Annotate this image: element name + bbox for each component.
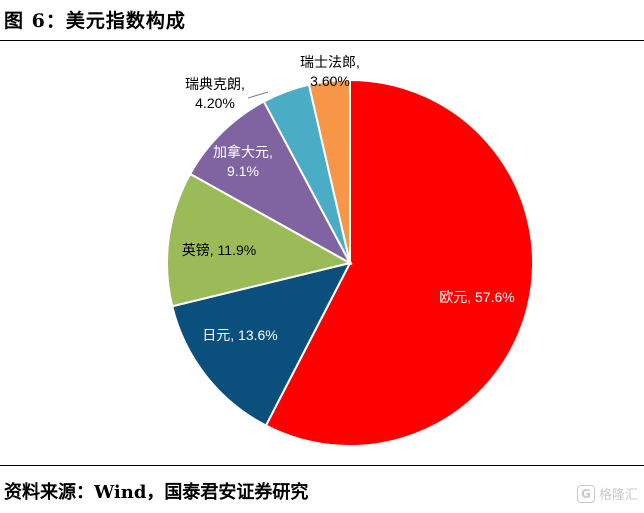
pie-slice-3 [188, 100, 353, 266]
top-rule [0, 40, 644, 41]
slice-label-1: 日元, 13.6% [202, 327, 277, 343]
slice-label-5: 瑞士法郎, 3.60% [300, 54, 360, 89]
pie-slice-1 [170, 261, 352, 427]
bottom-rule [0, 465, 644, 466]
source-note: 资料来源：Wind，国泰君安证券研究 [4, 482, 309, 503]
watermark-text: 格隆汇 [598, 488, 638, 503]
pie-chart: 欧元, 57.6% 日元, 13.6% 英镑, 11.9% 加拿大元, 9.1% 瑞典克朗… [166, 54, 534, 447]
slice-label-0: 欧元, 57.6% [439, 289, 514, 305]
watermark: G 格隆汇 [576, 484, 638, 503]
pie-slice-0 [264, 78, 534, 447]
pie-slice-2 [166, 172, 353, 308]
figure-title: 图 6：美元指数构成 [4, 10, 186, 32]
slice-label-2: 英镑, 11.9% [182, 242, 256, 258]
slice-label-4: 瑞典克朗, 4.20% [185, 76, 245, 111]
watermark-logo-icon: G [576, 484, 595, 503]
pie-slice-5 [307, 78, 351, 264]
slice-label-3: 加拿大元, 9.1% [213, 144, 273, 179]
leader-line-4 [247, 91, 269, 99]
